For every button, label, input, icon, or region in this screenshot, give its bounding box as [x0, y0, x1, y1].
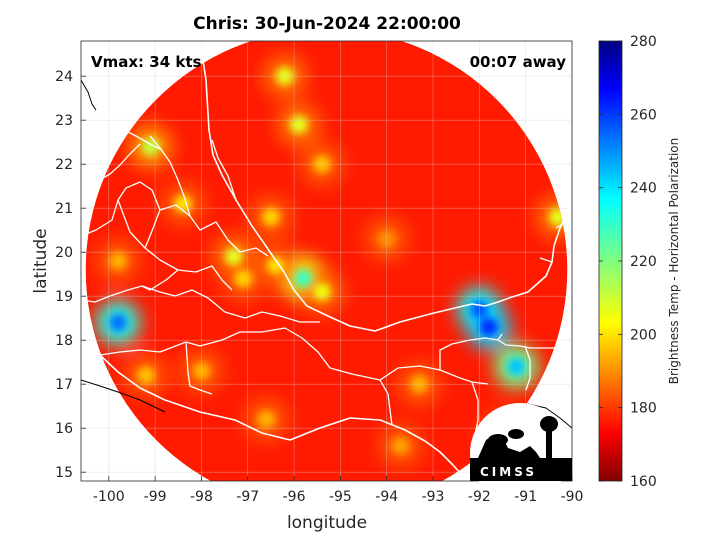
colorbar-tick-label: 220 [630, 254, 657, 270]
logo-text: CIMSS [480, 465, 537, 479]
feature-core [224, 247, 243, 266]
x-tick-label: -98 [190, 489, 213, 505]
x-tick-label: -93 [422, 489, 445, 505]
feature-core [109, 313, 128, 332]
y-axis-label: latitude [31, 228, 51, 293]
feature-core [479, 318, 498, 336]
colorbar-label: Brightness Temp - Horizontal Polarizatio… [667, 138, 681, 385]
y-tick-label: 21 [55, 201, 73, 217]
x-tick-label: -90 [561, 489, 584, 505]
x-tick-label: -95 [329, 489, 352, 505]
x-tick-labels: -100 -99 -98 -97 -96 -95 -94 -93 -92 -91 -90 [93, 489, 584, 505]
x-tick-label: -94 [375, 489, 398, 505]
vmax-annotation: Vmax: 34 kts [91, 53, 201, 71]
borders [81, 77, 572, 441]
feature-core [391, 436, 410, 455]
feature-core [109, 252, 128, 270]
colorbar: 160 180 200 220 240 260 280 Brightness Temp - … [598, 34, 681, 490]
colorbar-tick-label: 200 [630, 327, 657, 343]
feature-core [289, 115, 308, 134]
y-tick-label: 16 [55, 421, 73, 437]
feature-core [136, 366, 155, 385]
x-tick-label: -100 [93, 489, 125, 505]
cimss-logo: CIMSS [470, 403, 572, 503]
x-tick-label: -92 [468, 489, 491, 505]
y-tick-labels: 15 16 17 18 19 20 21 22 23 24 [55, 69, 73, 481]
plot-area [80, 40, 573, 482]
feature-core [507, 357, 526, 376]
feature-core [234, 269, 253, 288]
x-tick-label: -99 [144, 489, 167, 505]
colorbar-tick-label: 180 [630, 401, 657, 417]
feature-core [294, 269, 313, 288]
feature-core [312, 282, 331, 301]
y-tick-label: 18 [55, 333, 73, 349]
colorbar-tick-label: 160 [630, 474, 657, 490]
x-tick-label: -91 [514, 489, 537, 505]
colorbar-tick-label: 240 [630, 181, 657, 197]
feature-core [266, 256, 285, 275]
y-tick-label: 17 [55, 377, 73, 393]
axes-frame [80, 40, 573, 482]
time-offset-annotation: 00:07 away [470, 53, 567, 71]
colorbar-ticks: 160 180 200 220 240 260 280 [599, 34, 657, 490]
coastlines [86, 41, 572, 476]
colorbar-tick-label: 260 [630, 107, 657, 123]
x-axis-label: longitude [287, 513, 367, 533]
x-tick-label: -96 [283, 489, 306, 505]
colorbar-tick-label: 280 [630, 34, 657, 50]
y-tick-label: 24 [55, 69, 73, 85]
feature-core [261, 208, 280, 226]
y-tick-label: 23 [55, 113, 73, 129]
chart-title: Chris: 30-Jun-2024 22:00:00 [193, 14, 461, 34]
y-tick-label: 15 [55, 465, 73, 481]
y-tick-label: 20 [55, 245, 73, 261]
x-tick-label: -97 [236, 489, 259, 505]
y-tick-label: 19 [55, 289, 73, 305]
y-tick-label: 22 [55, 157, 73, 173]
feature-core [257, 410, 276, 429]
